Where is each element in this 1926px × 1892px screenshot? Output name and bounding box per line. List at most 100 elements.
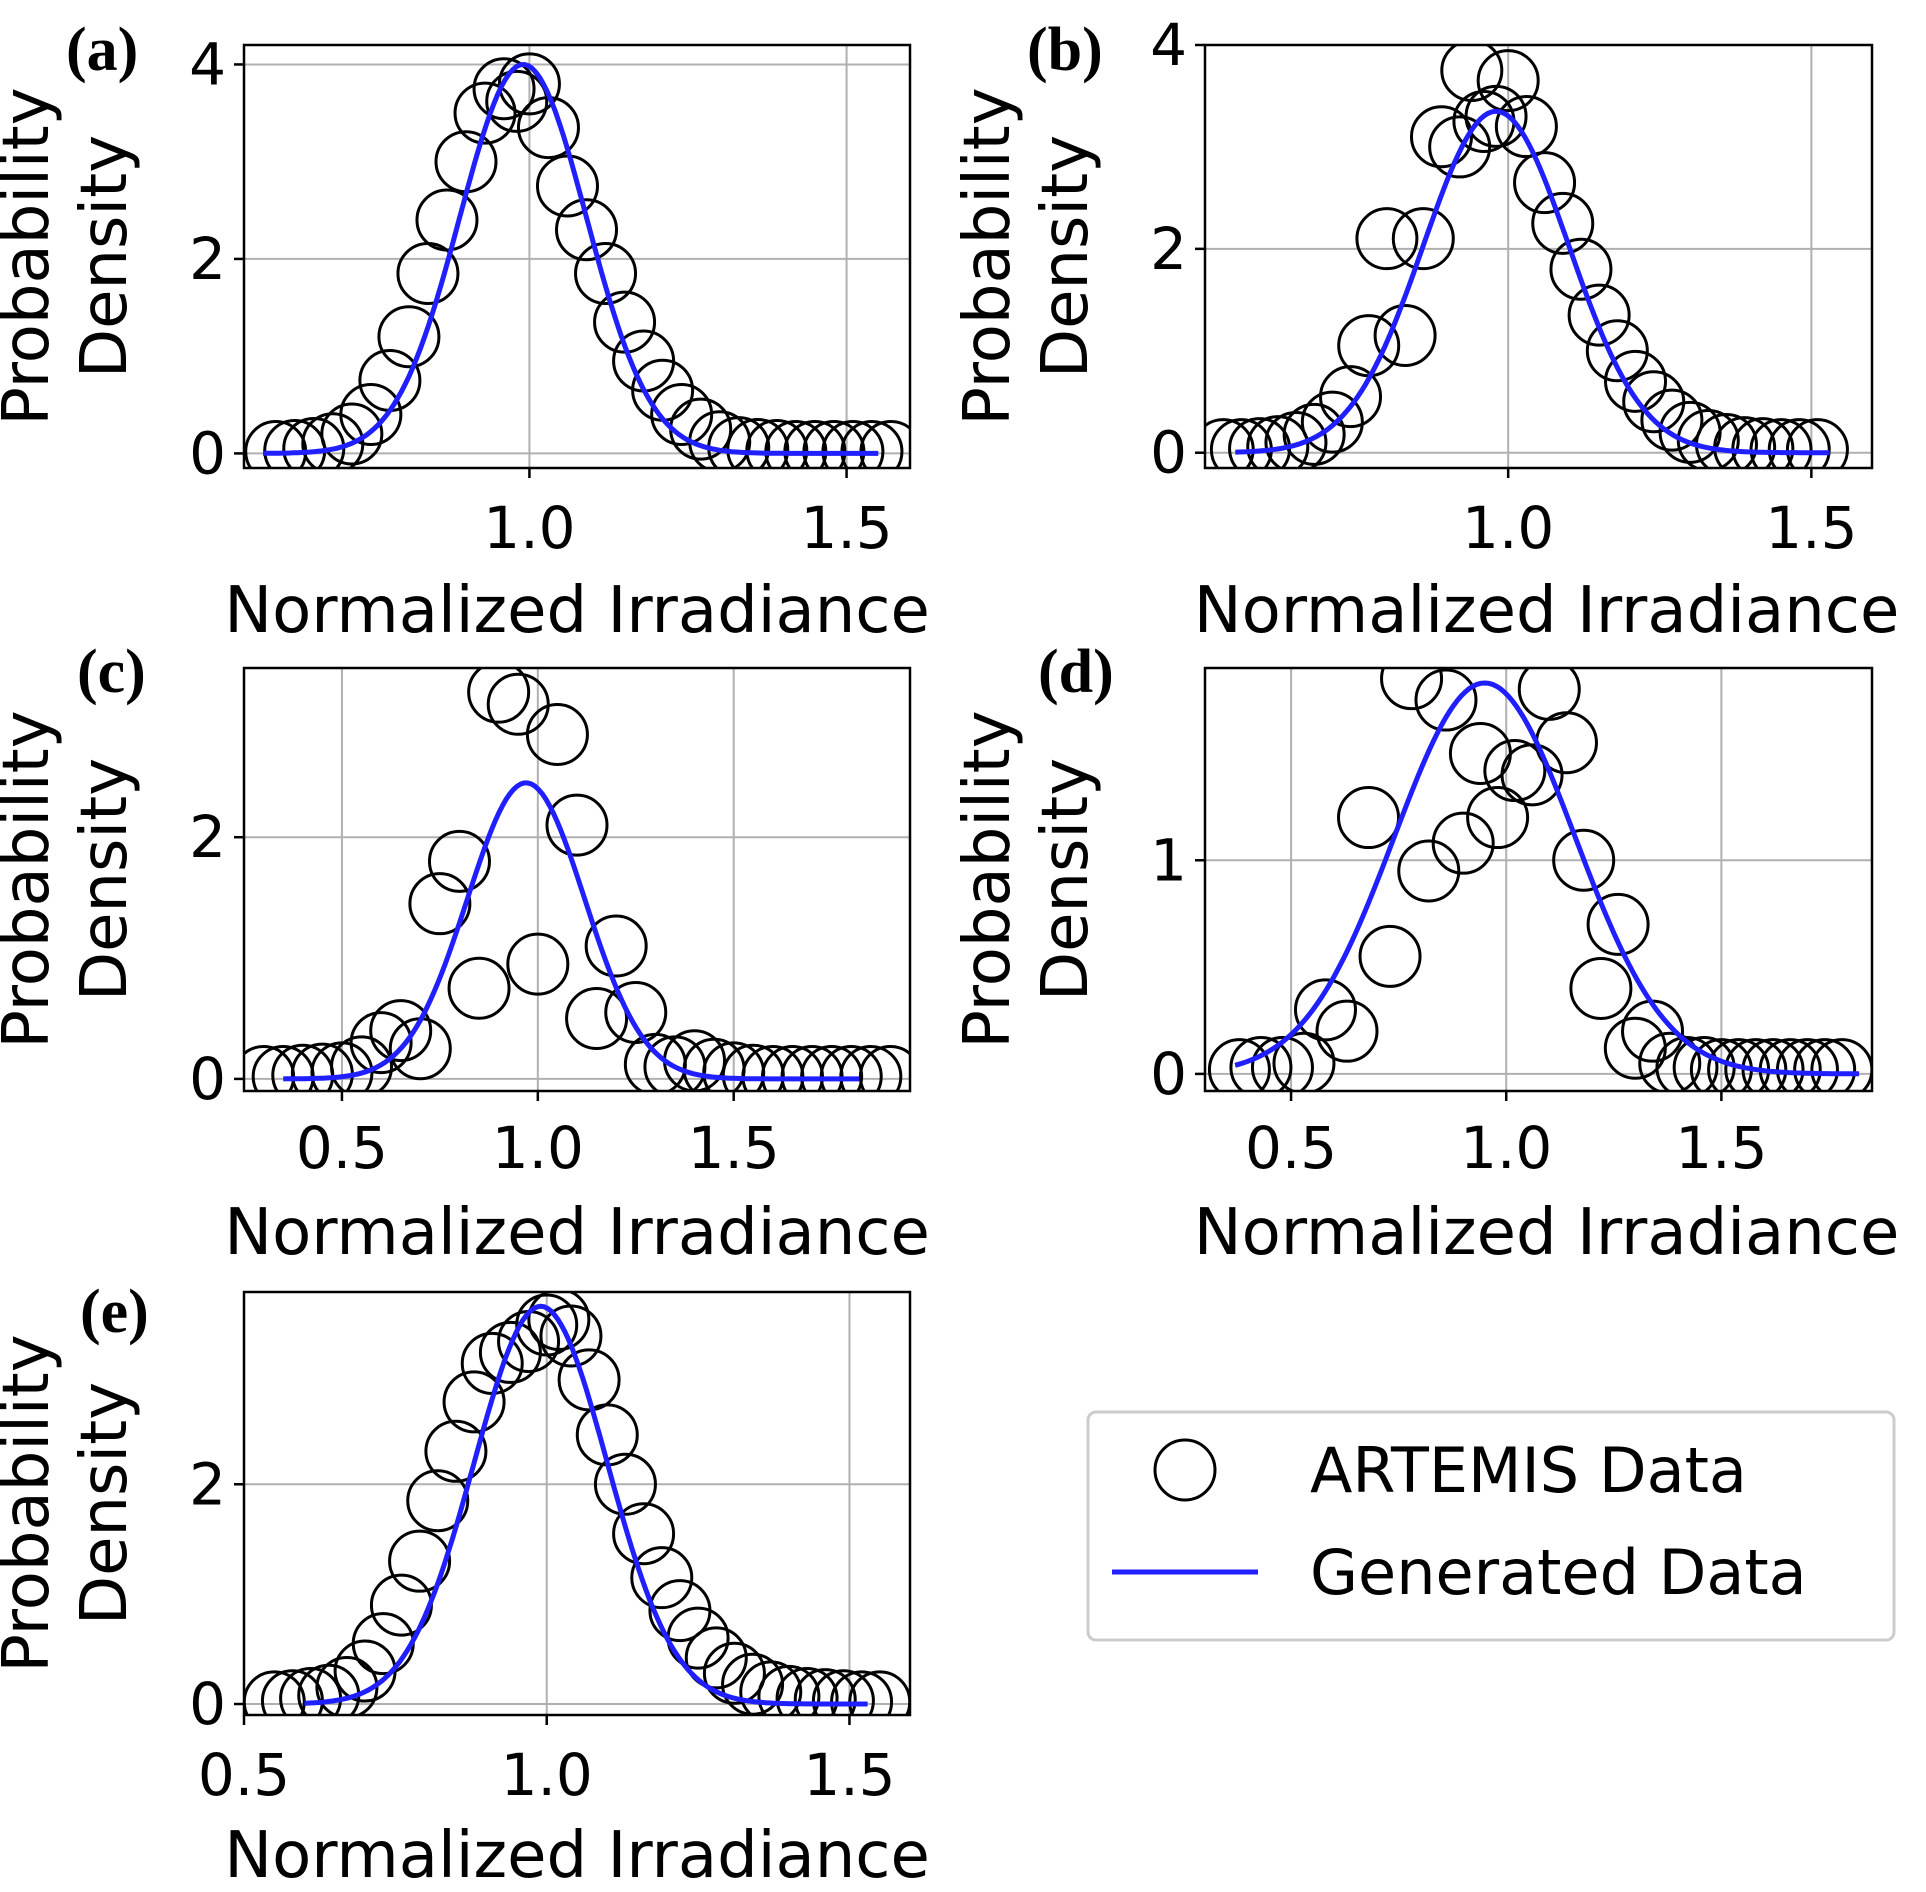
data-point: [858, 1045, 910, 1091]
data-point: [650, 383, 714, 447]
data-point: [1552, 828, 1616, 892]
data-point: [1655, 1036, 1719, 1091]
data-point: [1464, 84, 1528, 148]
data-point: [442, 1370, 506, 1434]
data-point: [574, 242, 638, 306]
x-axis-label: Normalized Irradiance: [224, 574, 930, 648]
legend-marker-artemis: [1153, 1438, 1217, 1502]
data-point: [811, 1669, 875, 1715]
panel-label: (a): [66, 16, 138, 84]
x-tick-label: 1.0: [1460, 1114, 1552, 1182]
x-axis-label: Normalized Irradiance: [1194, 1196, 1900, 1270]
y-axis-label-line1: Probability: [951, 87, 1025, 425]
data-point: [1373, 303, 1437, 367]
data-point: [351, 1612, 415, 1676]
data-point: [1476, 49, 1540, 113]
y-tick-label: 0: [189, 1045, 226, 1113]
chart-panel-d: 0.5 1.0 1.5 0 1 Normalized Irradiance Probabil…: [951, 638, 1899, 1270]
data-point: [1586, 892, 1650, 956]
plot-area: [244, 668, 910, 1091]
legend: ARTEMIS Data Generated Data: [1086, 1410, 1896, 1642]
panels: 1.0 1.5 0 2 4 Normalized Irradiance Probabilit…: [0, 11, 1899, 1892]
y-axis-label-line1: Probability: [0, 710, 64, 1048]
data-point: [427, 829, 491, 893]
plot-frame: [242, 666, 912, 1093]
data-point: [339, 383, 403, 447]
data-point: [486, 672, 550, 736]
data-point: [349, 1011, 413, 1075]
data-point: [1569, 956, 1633, 1020]
data-point: [1500, 743, 1564, 807]
data-point: [539, 1304, 603, 1368]
panel-label: (e): [80, 1278, 149, 1346]
data-point: [775, 1667, 839, 1715]
data-point: [739, 1660, 803, 1715]
data-point: [1513, 151, 1577, 215]
y-tick-label: 4: [189, 30, 226, 98]
x-tick-label: 0.5: [1245, 1114, 1337, 1182]
panel-label: (b): [1027, 16, 1103, 84]
data-point: [506, 932, 570, 996]
data-point: [1300, 390, 1364, 454]
data-point: [1409, 105, 1473, 169]
data-point: [1319, 365, 1383, 429]
data-point: [684, 1626, 748, 1690]
data-point: [1793, 1038, 1857, 1091]
data-point: [1785, 418, 1849, 468]
generated-curve: [304, 1303, 868, 1707]
panel-label: (d): [1038, 638, 1114, 706]
data-point: [1229, 1036, 1293, 1091]
x-tick-label: 0.5: [198, 1741, 290, 1809]
y-tick-label: 0: [189, 1670, 226, 1738]
x-tick-label: 1.5: [800, 494, 892, 562]
generated-curve: [263, 61, 879, 456]
x-axis-label: Normalized Irradiance: [1194, 574, 1900, 648]
data-point: [702, 1641, 766, 1705]
data-point: [793, 1668, 857, 1715]
data-point: [467, 668, 531, 724]
data-point: [485, 69, 549, 133]
y-tick-label: 0: [1150, 419, 1187, 487]
data-point: [1585, 319, 1649, 383]
chart-panel-b: 1.0 1.5 0 2 4 Normalized Irradiance Probabilit…: [951, 11, 1899, 648]
plot-area: [1205, 45, 1849, 468]
chart-panel-e: 0.5 1.0 1.5 0 2 Normalized Irradiance Probabil…: [0, 1278, 930, 1892]
data-point: [1337, 786, 1401, 850]
data-point: [1293, 978, 1357, 1042]
data-point: [525, 702, 589, 766]
data-point: [388, 1529, 452, 1593]
data-point: [565, 986, 629, 1050]
data-point: [1724, 1038, 1788, 1091]
data-point: [545, 793, 609, 857]
x-tick-label: 1.5: [1765, 494, 1857, 562]
y-tick-label: 2: [189, 803, 226, 871]
generated-curve: [1235, 108, 1830, 456]
legend-label-generated: Generated Data: [1310, 1536, 1807, 1609]
data-point: [584, 914, 648, 978]
data-point: [1282, 402, 1346, 466]
x-tick-label: 1.0: [501, 1741, 593, 1809]
data-point: [369, 999, 433, 1063]
data-point: [1749, 418, 1813, 468]
data-point: [1264, 411, 1328, 468]
data-point: [408, 872, 472, 936]
x-tick-label: 1.0: [492, 1114, 584, 1182]
data-point: [1638, 1031, 1702, 1091]
data-point: [555, 198, 619, 262]
data-point: [1380, 668, 1444, 711]
y-tick-label: 2: [189, 1450, 226, 1518]
data-point: [527, 1292, 591, 1351]
data-point: [1250, 1036, 1314, 1091]
plot-frame: [1203, 666, 1874, 1093]
plot-frame: [242, 1290, 912, 1717]
data-point: [1355, 207, 1419, 271]
data-point: [630, 1546, 694, 1610]
data-point: [1531, 191, 1595, 255]
data-point: [1272, 1031, 1336, 1091]
y-axis-label-line2: Density: [68, 135, 142, 378]
y-tick-label: 0: [189, 419, 226, 487]
y-axis-label-line2: Density: [1029, 135, 1103, 378]
x-tick-label: 0.5: [296, 1114, 388, 1182]
data-point: [1604, 349, 1668, 413]
